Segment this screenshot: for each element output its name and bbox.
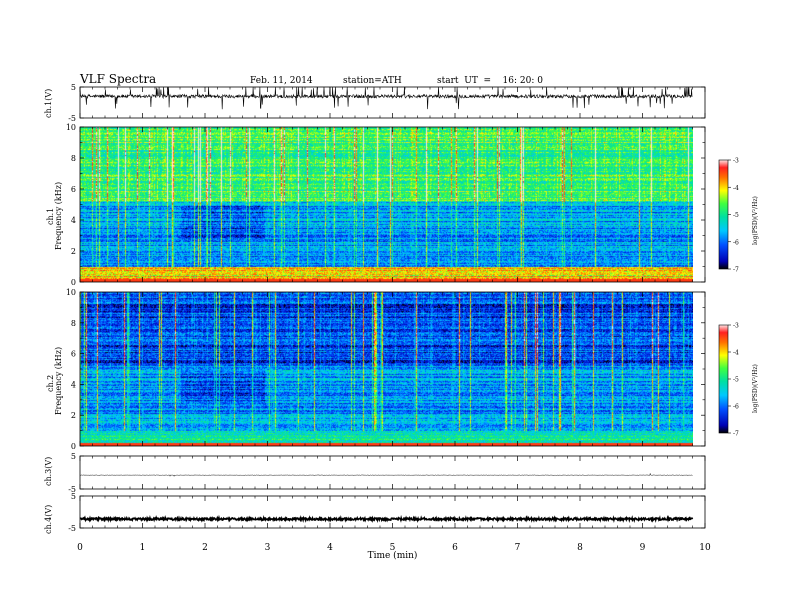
- figure-title: VLF Spectra: [80, 72, 157, 86]
- colorbar-tick-label: -7: [733, 267, 739, 274]
- ytick-label: 6: [71, 350, 76, 359]
- colorbar-tick-label: -5: [733, 377, 739, 384]
- ytick-label: 0: [71, 442, 76, 451]
- start-time-label: start UT = 16: 20: 0: [437, 76, 543, 86]
- station-label: station=ATH: [343, 76, 402, 86]
- xtick-label: 2: [202, 543, 208, 553]
- xtick-label: 5: [390, 543, 396, 553]
- ch2-spectrogram-image: [80, 292, 693, 446]
- ch1-voltage-trace: [79, 86, 693, 110]
- ytick-label: 8: [71, 319, 76, 328]
- colorbar-tick-label: -7: [733, 431, 739, 438]
- xtick-label: 0: [77, 543, 83, 553]
- colorbar-tick-label: -6: [733, 239, 739, 246]
- ytick-label: 8: [71, 154, 76, 163]
- colorbar-tick-label: -5: [733, 212, 739, 219]
- ch4-voltage-trace: [79, 514, 694, 524]
- ytick-label: 6: [71, 185, 76, 194]
- xtick-label: 7: [515, 543, 521, 553]
- xtick-label: 10: [699, 543, 711, 553]
- ch3-voltage-trace: [79, 472, 693, 477]
- ytick-label: 2: [71, 411, 76, 420]
- ytick-label: -5: [68, 485, 76, 494]
- ytick-label: 0: [71, 278, 76, 287]
- xtick-label: 6: [452, 543, 458, 553]
- xtick-label: 3: [265, 543, 271, 553]
- ytick-label: 5: [71, 492, 76, 501]
- colorbar-2: [718, 324, 729, 434]
- ytick-label: -5: [68, 114, 76, 123]
- xtick-label: 4: [327, 543, 333, 553]
- ytick-label: 4: [71, 216, 76, 225]
- date-label: Feb. 11, 2014: [250, 76, 313, 86]
- ch1-spectrogram-image: [80, 127, 693, 282]
- colorbar-tick-label: -6: [733, 404, 739, 411]
- voltage-panels: [79, 86, 694, 524]
- colorbar-tick-label: -3: [733, 158, 739, 165]
- xtick-label: 9: [640, 543, 646, 553]
- colorbar-tick-label: -3: [733, 323, 739, 330]
- ytick-label: -5: [68, 524, 76, 533]
- x-axis-label: Time (min): [368, 550, 418, 561]
- colorbar-tick-label: -4: [733, 350, 739, 357]
- ytick-label: 2: [71, 247, 76, 256]
- colorbar-tick-label: -4: [733, 185, 739, 192]
- ytick-label: 10: [66, 123, 76, 132]
- xtick-label: 8: [577, 543, 583, 553]
- ytick-label: 10: [66, 288, 76, 297]
- colorbar-1: [718, 159, 729, 270]
- ytick-label: 5: [71, 452, 76, 461]
- ytick-label: 5: [71, 83, 76, 92]
- xtick-label: 1: [140, 543, 146, 553]
- ytick-label: 4: [71, 380, 76, 389]
